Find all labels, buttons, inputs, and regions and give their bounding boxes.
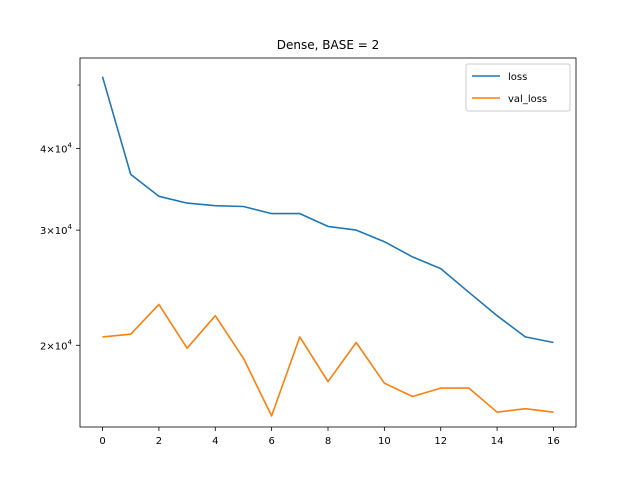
x-tick-label: 6 [268, 436, 274, 447]
y-tick-label: 4×104 [40, 141, 73, 155]
x-tick-label: 0 [99, 436, 105, 447]
x-tick-label: 8 [325, 436, 331, 447]
x-axis: 0 2 4 6 8 10 12 14 16 [99, 427, 560, 447]
y-axis: 2×104 3×104 4×104 [40, 84, 80, 352]
x-tick-label: 12 [434, 436, 447, 447]
y-tick-label: 2×104 [40, 338, 73, 352]
x-tick-label: 16 [547, 436, 560, 447]
x-tick-label: 10 [378, 436, 391, 447]
plot-lines [101, 76, 554, 417]
plot-frame [79, 57, 577, 428]
series-line-val_loss [102, 303, 554, 417]
legend-label-loss: loss [508, 72, 527, 83]
chart-title: Dense, BASE = 2 [277, 38, 379, 52]
y-tick-label: 3×104 [40, 223, 73, 237]
legend: loss val_loss [465, 63, 571, 112]
series-line-loss [101, 76, 554, 344]
x-tick-label: 4 [212, 436, 218, 447]
x-tick-label: 14 [491, 436, 504, 447]
x-tick-label: 2 [156, 436, 162, 447]
legend-label-val_loss: val_loss [508, 94, 547, 105]
